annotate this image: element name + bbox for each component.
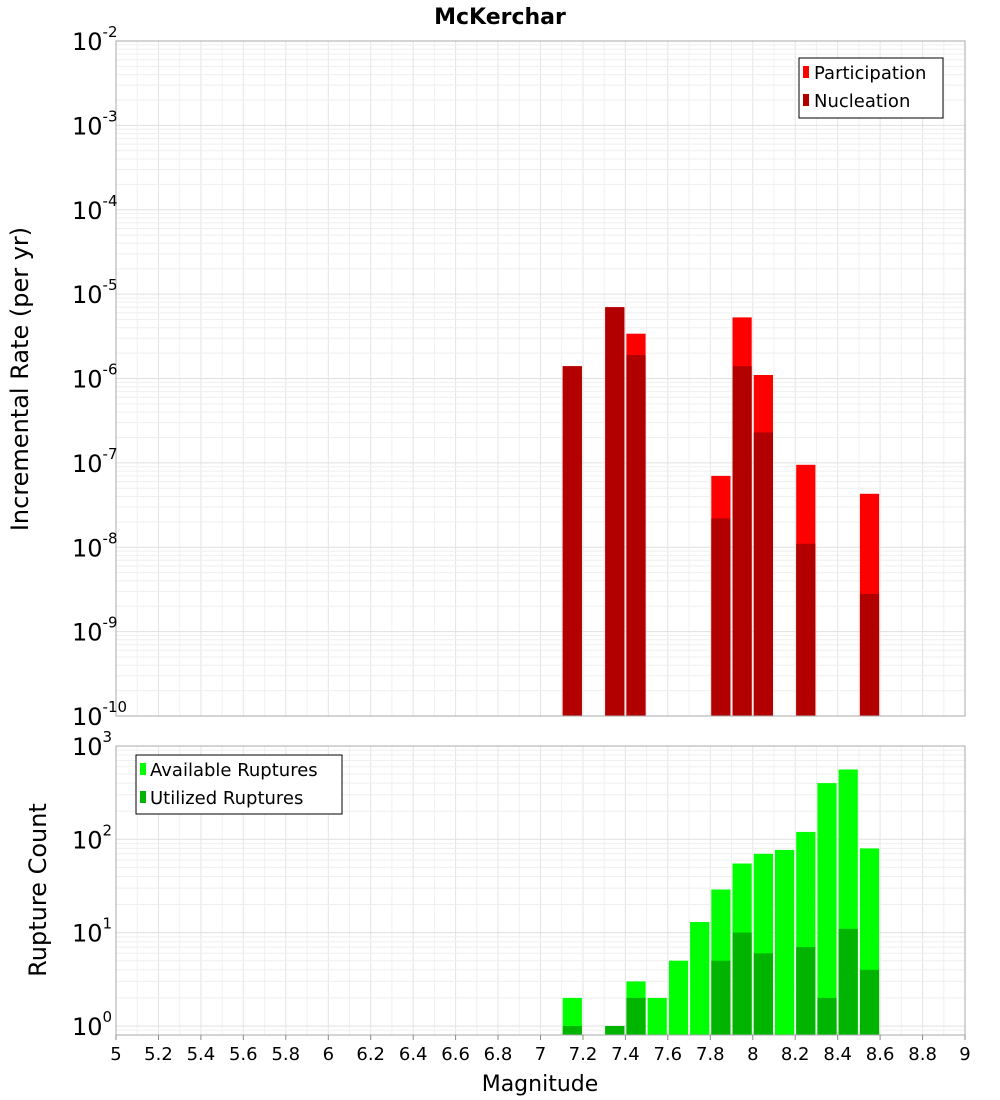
x-tick-label: 5.6 [229,1044,258,1065]
y-tick-label: 10-9 [72,614,118,647]
legend-swatch-participation [803,66,809,78]
y-tick-label: 101 [72,915,112,948]
x-tick-label: 7.6 [653,1044,682,1065]
y-tick-label: 10-4 [72,192,118,225]
available-ruptures-bar [690,922,710,1035]
nucleation-bar [605,307,625,716]
available-ruptures-bar [562,997,582,1035]
nucleation-bar [626,355,646,716]
x-tick-label: 5.2 [144,1044,173,1065]
legend-label-utilized: Utilized Ruptures [150,788,303,809]
x-tick-label: 8.8 [908,1044,937,1065]
x-tick-label: 5.4 [187,1044,216,1065]
utilized-ruptures-bar [562,1026,582,1035]
available-ruptures-bar [817,783,837,1035]
x-tick-label: 8.6 [866,1044,895,1065]
x-tick-label: 7 [535,1044,546,1065]
x-tick-label: 7.8 [696,1044,725,1065]
utilized-ruptures-bar [817,997,837,1035]
utilized-ruptures-bar [605,1026,625,1035]
y-tick-label: 103 [72,728,112,761]
x-tick-label: 8 [747,1044,758,1065]
available-ruptures-bar [775,849,795,1035]
utilized-ruptures-bar [859,969,880,1035]
utilized-ruptures-bar [838,928,858,1035]
legend-label-available: Available Ruptures [150,760,318,781]
available-ruptures-bar [647,997,667,1035]
nucleation-bar [796,543,816,716]
y-tick-label: 10-2 [72,23,118,56]
count-legend-box [135,754,343,815]
count-bars [562,769,880,1035]
utilized-ruptures-bar [732,932,752,1035]
legend-label-nucleation: Nucleation [814,91,910,112]
count-legend: Available Ruptures Utilized Ruptures [135,754,343,815]
nucleation-bar [753,432,773,716]
y-tick-label: 10-5 [72,276,118,309]
x-tick-label: 7.2 [569,1044,598,1065]
legend-swatch-utilized [140,791,146,803]
legend-swatch-nucleation [803,94,809,106]
y-tick-label: 10-10 [72,698,127,731]
y-tick-label: 10-7 [72,445,118,478]
nucleation-bar [732,366,752,716]
x-axis-label: Magnitude [482,1072,599,1097]
rate-bars [562,307,880,716]
chart-title: McKerchar [434,5,566,30]
rate-panel: 10-10 10-9 10-8 10-7 10-6 10-5 10-4 10-3 10-2 In… [6,23,966,731]
y-tick-label: 10-3 [72,107,118,140]
rate-legend: Participation Nucleation [798,57,944,119]
utilized-ruptures-bar [626,997,646,1035]
nucleation-bar [859,593,880,716]
rate-plot-border [115,40,966,717]
available-ruptures-bar [668,960,689,1035]
nucleation-bar [562,366,582,716]
rate-grid [116,40,965,717]
nucleation-bar [711,518,731,716]
x-tick-label: 6.4 [399,1044,428,1065]
utilized-ruptures-bar [796,947,816,1035]
x-tick-label: 6 [323,1044,334,1065]
x-tick-label: 5.8 [271,1044,300,1065]
x-tick-label: 6.8 [484,1044,513,1065]
x-tick-label: 6.2 [356,1044,385,1065]
x-ticks: 5 5.2 5.4 5.6 5.8 6 6.2 6.4 6.6 6.8 7 7.2 7.4 7.6 7.8 8… [110,1035,971,1065]
x-tick-label: 5 [110,1044,121,1065]
legend-label-participation: Participation [814,63,926,84]
y-tick-label: 10-8 [72,529,118,562]
x-tick-label: 9 [959,1044,970,1065]
x-tick-label: 8.2 [781,1044,810,1065]
utilized-ruptures-bar [753,953,773,1035]
x-tick-label: 6.6 [441,1044,470,1065]
count-panel: 100 101 102 103 5 5.2 5.4 5.6 5.8 6 6.2 6.4 6.6 6.8 7… [24,728,971,1097]
count-y-ticks: 100 101 102 103 [72,728,112,1041]
x-tick-label: 8.4 [823,1044,852,1065]
y-tick-label: 100 [72,1008,112,1041]
rate-legend-box [798,57,944,119]
legend-swatch-available [140,763,146,775]
utilized-ruptures-bar [711,960,731,1035]
rate-y-axis-label: Incremental Rate (per yr) [6,227,34,531]
x-tick-label: 7.4 [611,1044,640,1065]
rate-y-ticks: 10-10 10-9 10-8 10-7 10-6 10-5 10-4 10-3 10-2 [72,23,127,731]
y-tick-label: 102 [72,821,112,854]
count-y-axis-label: Rupture Count [24,803,52,977]
y-tick-label: 10-6 [72,361,118,394]
